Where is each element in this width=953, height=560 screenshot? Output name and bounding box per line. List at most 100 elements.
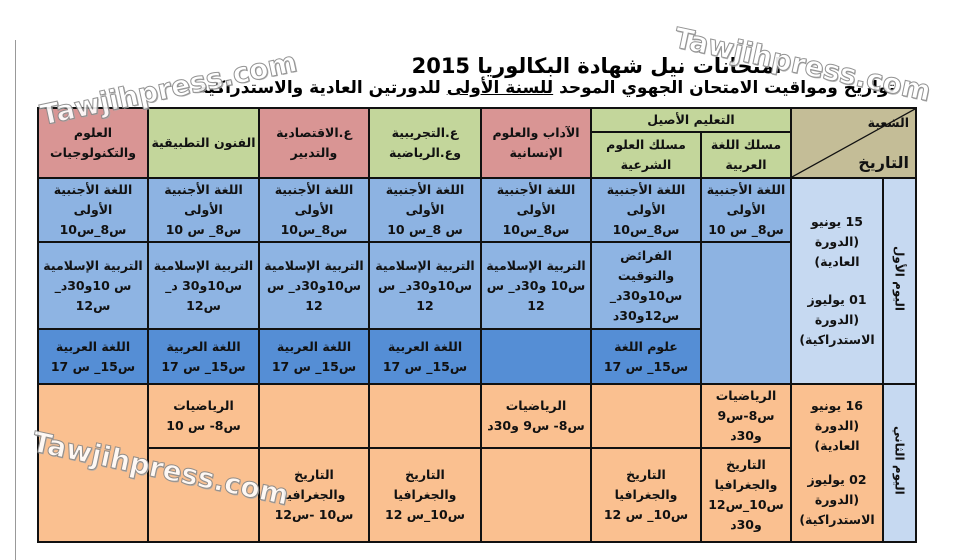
time: س15_ س 17	[161, 358, 246, 374]
exam-schedule-table: الشعبة التاريخ التعليم الأصيل الآداب وال…	[37, 107, 917, 543]
subject: اللغة الأجنبية الأولى	[606, 182, 686, 217]
subject: التربية الإسلامية	[43, 257, 143, 273]
exam-cell: اللغة الأجنبية الأولى س8_ س 10	[700, 177, 792, 243]
header-experimental: ع.التجريبية وع.الرياضية	[368, 107, 482, 179]
exam-cell: اللغة الأجنبية الأولى س8_س10	[258, 177, 370, 243]
time: س8- س 10	[166, 418, 241, 433]
session-text: (الدورة الاستدراكية)	[799, 492, 875, 527]
subject: الرياضيات	[505, 398, 567, 413]
header-sharia-track: مسلك العلوم الشرعية	[590, 131, 702, 179]
subject: التاريخ والجغرافيا	[393, 467, 457, 502]
header-original-education: التعليم الأصيل	[590, 107, 792, 133]
subject: التربية الإسلامية	[486, 257, 586, 273]
time: س8_ س 10	[708, 222, 784, 237]
exam-cell: اللغة العربية س15_ س 17	[258, 328, 370, 385]
time: س15_ س 17	[382, 358, 468, 374]
subject: التاريخ والجغرافيا	[282, 467, 346, 502]
time: س10_س12 و30د	[708, 497, 784, 532]
exam-cell: اللغة الأجنبية الأولى س8_س10	[590, 177, 702, 243]
exam-cell: اللغة العربية س15_ س 17	[37, 328, 149, 385]
exam-cell: اللغة الأجنبية الأولى س8_س10	[480, 177, 592, 243]
empty-cell	[258, 383, 370, 449]
day-text: اليوم الثاني	[892, 425, 907, 495]
session-text: (الدورة الاستدراكية)	[799, 312, 875, 347]
exam-cell: الرياضيات س8- س 10	[147, 383, 260, 449]
time: س10 -س12	[274, 507, 354, 522]
empty-cell	[590, 383, 702, 449]
subject: التاريخ والجغرافيا	[714, 457, 778, 492]
subject: الرياضيات	[715, 388, 777, 403]
time: س 8_س 10	[387, 222, 463, 237]
exam-cell: التربية الإسلامية س10و30 د_ س12	[147, 241, 260, 330]
day-text: اليوم الأول	[892, 245, 907, 311]
time: س10_س 12	[385, 507, 465, 522]
time: س8_س10	[502, 222, 570, 237]
page-subtitle: تواريخ ومواقيت الامتحان الجهوي الموحد لل…	[70, 78, 953, 98]
time: س15_ س 17	[271, 358, 357, 374]
time: س10و30د_ س12و30د	[609, 287, 683, 323]
time: س8- س9 و30د	[487, 418, 585, 433]
date-label: التاريخ	[858, 153, 909, 172]
subject: اللغة الأجنبية الأولى	[53, 182, 133, 217]
branch-date-header: الشعبة التاريخ	[790, 107, 917, 179]
day-label: اليوم الثاني	[882, 383, 917, 543]
date-text: 02 يوليوز	[807, 472, 867, 487]
empty-cell	[700, 241, 792, 385]
header-arabic-track: مسلك اللغة العربية	[700, 131, 792, 179]
subject: اللغة الأجنبية الأولى	[706, 182, 786, 217]
subject: اللغة الأجنبية الأولى	[164, 182, 243, 217]
subject: اللغة العربية	[55, 338, 131, 354]
time: س8_س10	[280, 222, 348, 237]
exam-cell: اللغة العربية س15_ س 17	[368, 328, 482, 385]
exam-cell: الفرائض والتوقيت س10و30د_ س12و30د	[590, 241, 702, 330]
exam-cell: التاريخ والجغرافيا س10 -س12	[258, 447, 370, 543]
branch-label: الشعبة	[867, 115, 909, 130]
subject: اللغة العربية	[387, 338, 463, 354]
time: س15_ س 17	[603, 358, 689, 374]
subtitle-underlined: للسنة الأولى	[446, 78, 554, 98]
empty-cell	[480, 328, 592, 385]
subject: اللغة الأجنبية الأولى	[274, 182, 354, 217]
exam-cell: اللغة الأجنبية الأولى س8_س10	[37, 177, 149, 243]
time: س 10و30د_ س12	[54, 277, 132, 313]
empty-cell	[147, 447, 260, 543]
subject: اللغة العربية	[166, 338, 241, 354]
exam-cell: اللغة الأجنبية الأولى س8_ س 10	[147, 177, 260, 243]
exam-cell: التربية الإسلامية س10و30د_ س 12	[368, 241, 482, 330]
time: س8_س10	[59, 222, 127, 237]
exam-cell: الرياضيات س8-س9 و30د	[700, 383, 792, 449]
date-text: 15 يونيو	[811, 214, 863, 229]
date-text: 16 يونيو	[811, 398, 863, 413]
exam-cell: التربية الإسلامية س10 و30د_ س 12	[480, 241, 592, 330]
exam-cell: التربية الإسلامية س 10و30د_ س12	[37, 241, 149, 330]
exam-cell: الرياضيات س8- س9 و30د	[480, 383, 592, 449]
exam-cell: اللغة العربية س15_ س 17	[147, 328, 260, 385]
header-economics: ع.الاقتصادية والتدبير	[258, 107, 370, 179]
time: س8-س9 و30د	[717, 408, 775, 443]
empty-cell	[37, 383, 149, 543]
time: س10_ س 12	[603, 507, 689, 522]
exam-cell: التاريخ والجغرافيا س10_س12 و30د	[700, 447, 792, 543]
exam-cell: التربية الإسلامية س10و30د_ س 12	[258, 241, 370, 330]
subject: الرياضيات	[173, 398, 234, 413]
subject: اللغة العربية	[276, 338, 352, 354]
subject: اللغة الأجنبية الأولى	[385, 182, 465, 217]
subject: التاريخ والجغرافيا	[614, 467, 678, 502]
subject: علوم اللغة	[614, 338, 678, 354]
time: س10و30 د_ س12	[165, 277, 242, 313]
empty-cell	[368, 383, 482, 449]
header-tech: العلوم والتكنولوجيات	[37, 107, 149, 179]
subject: التربية الإسلامية	[375, 257, 475, 273]
session-text: (الدورة العادية)	[814, 234, 860, 269]
time: س10و30د_ س 12	[266, 277, 362, 313]
exam-cell: اللغة الأجنبية الأولى س 8_س 10	[368, 177, 482, 243]
time: س15_ س 17	[50, 358, 136, 374]
empty-cell	[480, 447, 592, 543]
time: س10و30د_ س 12	[377, 277, 473, 313]
header-letters: الآداب والعلوم الإنسانية	[480, 107, 592, 179]
exam-cell: التاريخ والجغرافيا س10_س 12	[368, 447, 482, 543]
day-label: اليوم الأول	[882, 177, 917, 385]
exam-cell: علوم اللغة س15_ س 17	[590, 328, 702, 385]
header-arts: الفنون التطبيقية	[147, 107, 260, 179]
time: س8_ س 10	[165, 222, 242, 237]
